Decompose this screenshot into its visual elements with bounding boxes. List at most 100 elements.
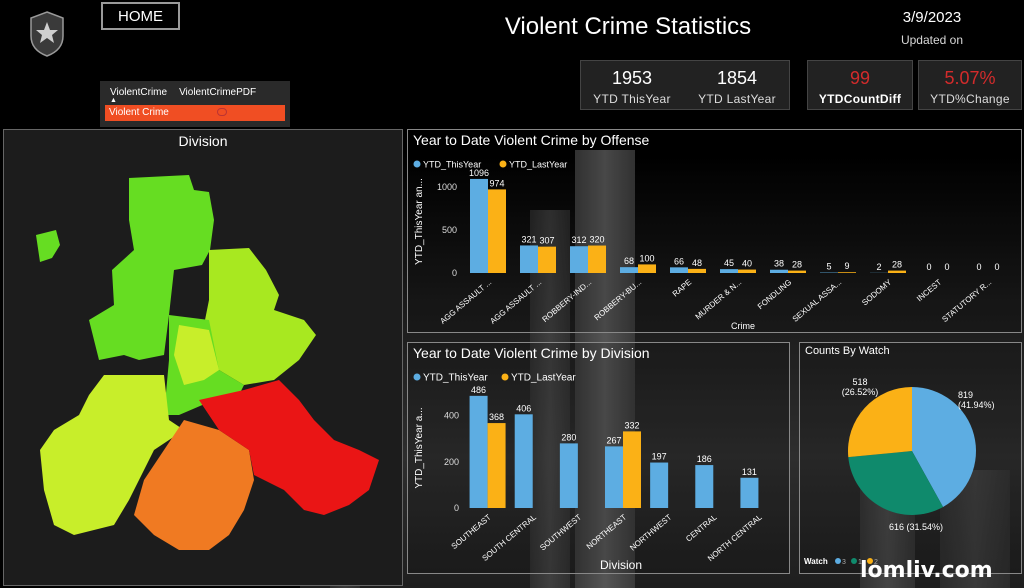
legend-this-year-label: YTD_ThisYear bbox=[423, 160, 481, 170]
offense-chart-panel: Year to Date Violent Crime by Offense YT… bbox=[407, 129, 1022, 333]
bar-last-year bbox=[487, 423, 506, 508]
watermark-text: lomliv.com bbox=[860, 558, 993, 583]
map-region-south-central[interactable] bbox=[134, 420, 254, 550]
map-region-northwest[interactable] bbox=[89, 175, 214, 360]
x-tick-label: AGG ASSAULT ... bbox=[488, 278, 543, 326]
x-tick-label: FONDLING bbox=[756, 278, 793, 311]
legend-last-year-marker bbox=[499, 160, 507, 168]
slicer-tab-violentcrimepdf[interactable]: ViolentCrimePDF bbox=[179, 87, 257, 98]
kpi-ytd-last-year: 1854 YTD LastYear bbox=[685, 68, 789, 106]
y-tick-label: 1000 bbox=[437, 182, 457, 192]
offense-bar-chart: YTD_ThisYear YTD_LastYear05001000YTD_This… bbox=[413, 160, 1000, 331]
x-tick-label: SOUTHWEST bbox=[538, 513, 583, 553]
kpi-label: YTDCountDiff bbox=[818, 92, 902, 106]
bar-data-label: 2 bbox=[876, 262, 881, 272]
legend-this-year-marker bbox=[413, 160, 421, 168]
bar-data-label: 406 bbox=[516, 403, 531, 413]
bar-data-label: 28 bbox=[892, 260, 902, 270]
slicer-tab-violentcrime[interactable]: ViolentCrime bbox=[110, 87, 168, 98]
x-tick-label: STATUTORY R... bbox=[940, 278, 993, 324]
x-tick-label: MURDER & N... bbox=[694, 278, 744, 322]
y-axis-label: YTD_ThisYear a... bbox=[414, 407, 425, 488]
kpi-diff-card bbox=[807, 60, 913, 110]
kpi-pct-change: 5.07% YTD%Change bbox=[919, 68, 1021, 106]
pie-data-label: (41.94%) bbox=[958, 400, 995, 410]
y-tick-label: 400 bbox=[444, 411, 459, 421]
x-tick-label: AGG ASSAULT ... bbox=[438, 278, 493, 326]
bar-data-label: 321 bbox=[521, 234, 536, 244]
bar-data-label: 40 bbox=[742, 259, 752, 269]
slicer-row-selected[interactable]: Violent Crime bbox=[105, 105, 285, 121]
watch-pie-title: Counts By Watch bbox=[805, 345, 890, 357]
bar-this-year bbox=[559, 443, 578, 508]
bar-this-year bbox=[470, 178, 488, 273]
bar-data-label: 28 bbox=[792, 260, 802, 270]
bar-last-year bbox=[688, 268, 706, 273]
x-axis-label: Division bbox=[600, 558, 642, 572]
map-region-southwest[interactable] bbox=[40, 375, 184, 535]
y-tick-label: 0 bbox=[454, 503, 459, 513]
map-region-northeast[interactable] bbox=[174, 325, 219, 385]
link-icon[interactable] bbox=[217, 108, 227, 116]
bar-data-label: 320 bbox=[589, 235, 604, 245]
division-map bbox=[36, 175, 379, 550]
bar-last-year bbox=[488, 189, 506, 273]
legend-last-year-label: YTD_LastYear bbox=[509, 160, 567, 170]
bar-last-year bbox=[738, 269, 756, 273]
x-tick-label: ROBBERY-BU... bbox=[593, 278, 644, 323]
bar-this-year bbox=[469, 395, 488, 508]
bar-data-label: 332 bbox=[624, 420, 639, 430]
legend-this-year-label: YTD_ThisYear bbox=[423, 373, 488, 384]
map-region-north-tip[interactable] bbox=[36, 230, 60, 262]
bar-data-label: 368 bbox=[489, 412, 504, 422]
bar-data-label: 267 bbox=[606, 435, 621, 445]
bar-last-year bbox=[538, 246, 556, 273]
bar-data-label: 312 bbox=[571, 235, 586, 245]
kpi-count-diff: 99 YTDCountDiff bbox=[808, 68, 912, 106]
bar-data-label: 100 bbox=[639, 253, 654, 263]
offense-chart-title: Year to Date Violent Crime by Offense bbox=[413, 132, 650, 148]
kpi-pct-card bbox=[918, 60, 1022, 110]
bar-last-year bbox=[788, 270, 806, 273]
bar-data-label: 197 bbox=[652, 452, 667, 462]
pie-legend-marker bbox=[835, 558, 841, 564]
pie-data-label: (26.52%) bbox=[842, 387, 879, 397]
pie-data-label: 616 (31.54%) bbox=[889, 522, 943, 532]
bar-data-label: 307 bbox=[539, 236, 554, 246]
bar-this-year bbox=[620, 267, 638, 273]
x-tick-label: CENTRAL bbox=[684, 512, 719, 543]
bar-data-label: 0 bbox=[926, 262, 931, 272]
home-button[interactable]: HOME bbox=[101, 2, 180, 30]
kpi-ytd-card bbox=[580, 60, 790, 110]
bar-data-label: 38 bbox=[774, 259, 784, 269]
report-slicer: ViolentCrime ViolentCrimePDF ▲ Violent C… bbox=[100, 81, 290, 127]
sort-up-icon[interactable]: ▲ bbox=[110, 97, 117, 104]
y-tick-label: 200 bbox=[444, 457, 459, 467]
bar-this-year bbox=[520, 245, 538, 273]
police-badge-logo bbox=[30, 11, 64, 57]
x-tick-label: NORTHWEST bbox=[628, 513, 673, 553]
y-tick-label: 0 bbox=[452, 268, 457, 278]
report-date: 3/9/2023 bbox=[902, 9, 962, 26]
bar-this-year bbox=[670, 267, 688, 273]
bar-this-year bbox=[720, 269, 738, 273]
bar-data-label: 131 bbox=[742, 467, 757, 477]
watch-pie-panel: Counts By Watch 819 (41.94%) 616 (31.54%) 5… bbox=[799, 342, 1022, 574]
bar-this-year bbox=[605, 446, 623, 508]
pie-slice-watch-2 bbox=[848, 387, 912, 458]
map-region-southeast[interactable] bbox=[199, 380, 379, 515]
map-region-north-central[interactable] bbox=[204, 248, 316, 385]
x-tick-label: NORTHEAST bbox=[585, 513, 629, 552]
x-tick-label: SODOMY bbox=[860, 277, 894, 307]
division-chart-panel: Year to Date Violent Crime by Division Y… bbox=[407, 342, 790, 574]
bar-last-year bbox=[638, 264, 656, 273]
kpi-ytd-this-year: 1953 YTD ThisYear bbox=[582, 68, 682, 106]
bar-data-label: 0 bbox=[944, 262, 949, 272]
pie-slice-watch-1 bbox=[848, 451, 944, 515]
x-tick-label: SEXUAL ASSA... bbox=[791, 278, 844, 324]
bar-last-year bbox=[588, 245, 606, 273]
bar-this-year bbox=[695, 465, 714, 508]
slicer-row-label: Violent Crime bbox=[109, 107, 169, 118]
bar-data-label: 0 bbox=[994, 262, 999, 272]
bar-data-label: 486 bbox=[471, 385, 486, 395]
